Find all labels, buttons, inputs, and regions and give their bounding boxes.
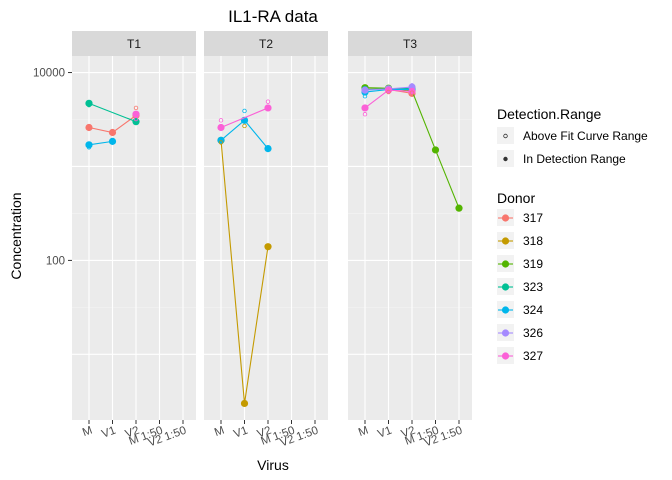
strip-background [72, 31, 196, 56]
series-t1-327 [132, 110, 140, 118]
strip-background [204, 31, 328, 56]
strip-label: T2 [259, 37, 273, 51]
data-point [108, 128, 117, 137]
series-line [88, 140, 113, 146]
above-fit-point [409, 90, 415, 95]
open-circle-icon [503, 133, 508, 139]
data-point [85, 123, 93, 132]
x-axis-title: Virus [257, 457, 289, 473]
above-fit-point [218, 140, 224, 145]
panel-background [348, 56, 472, 420]
above-fit-point [386, 89, 391, 95]
panel-t2: T2 [204, 31, 328, 420]
above-fit-point [86, 102, 92, 108]
y-axis: 100 10000 [33, 68, 72, 267]
series-line [220, 107, 269, 129]
legend-key [497, 127, 514, 144]
chart-title: IL1-RA data [228, 7, 318, 26]
above-fit-point [86, 145, 92, 150]
above-fit-point [242, 108, 247, 114]
legend-label: 324 [523, 303, 543, 317]
legend-label: Above Fit Curve Range [523, 129, 648, 143]
x-tick-label: V2 [124, 425, 141, 441]
above-fit-point [265, 99, 271, 104]
legend-point [501, 260, 510, 268]
above-fit-point [218, 118, 224, 123]
data-point [431, 146, 440, 154]
data-point [408, 87, 416, 95]
x-tick-label: V1 [100, 425, 117, 441]
above-fit-point [362, 112, 368, 117]
strip-label: T3 [403, 37, 417, 51]
facet-panels: T1 T2 T3 [72, 31, 472, 420]
x-tick-label: V2 [256, 425, 273, 441]
series-t2-327 [217, 104, 272, 132]
data-point [240, 399, 249, 408]
legend-label: 319 [523, 257, 543, 271]
data-point [132, 118, 140, 126]
legend-point [501, 329, 510, 337]
x-tick-label: M [213, 425, 226, 440]
above-fit-point [409, 83, 415, 88]
data-point [217, 136, 225, 144]
x-tick-label: M [81, 425, 94, 440]
legend: Detection.Range Above Fit Curve Range In D… [497, 106, 648, 364]
data-point [132, 110, 140, 118]
x-tick-label: V1 [232, 425, 249, 441]
panel-background [72, 56, 196, 420]
data-point [108, 137, 117, 145]
data-point [264, 104, 272, 112]
x-tick-label: M [357, 425, 370, 440]
panel-t3: T3 [348, 31, 472, 420]
legend-label: 317 [523, 211, 543, 225]
legend-point [501, 306, 510, 314]
data-point [361, 86, 369, 94]
data-point [264, 243, 272, 251]
legend-label: 323 [523, 280, 543, 294]
panel-t1: T1 [72, 31, 196, 420]
legend-point [501, 352, 510, 360]
series-t2-324 [217, 116, 272, 153]
legend-point [501, 283, 510, 291]
above-fit-point [362, 93, 368, 99]
x-tick-label: V2 [400, 425, 417, 441]
y-tick-label: 100 [46, 255, 65, 267]
strip-background [348, 31, 472, 56]
above-fit-point [133, 105, 139, 111]
y-axis-title: Concentration [8, 192, 24, 279]
legend-point [501, 214, 510, 222]
panel-background [204, 56, 328, 420]
y-tick-label: 10000 [33, 68, 65, 80]
data-point [85, 141, 93, 149]
data-point [264, 144, 272, 153]
filled-circle-icon [503, 156, 508, 162]
strip-label: T1 [127, 37, 141, 51]
legend-label: 327 [523, 349, 543, 363]
legend-label: 318 [523, 234, 543, 248]
legend-label: 326 [523, 326, 543, 340]
above-fit-points [86, 83, 415, 150]
data-point [455, 204, 463, 212]
series-line [88, 102, 137, 123]
legend-point [501, 237, 510, 245]
legend-title-donor: Donor [497, 190, 535, 206]
above-fit-point [242, 123, 247, 129]
data-point [217, 123, 225, 132]
legend-title-detection-range: Detection.Range [497, 106, 602, 122]
above-fit-point [133, 116, 139, 122]
legend-label: In Detection Range [523, 152, 626, 166]
x-tick-label: V1 [376, 425, 393, 441]
data-point [361, 104, 369, 112]
